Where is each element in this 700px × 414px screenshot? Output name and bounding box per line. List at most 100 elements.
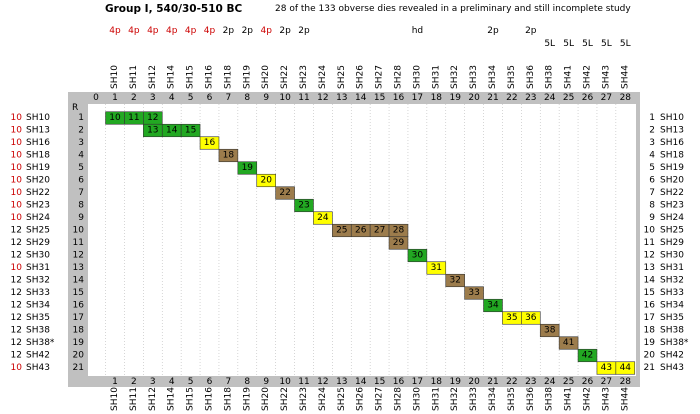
column-note: 4p xyxy=(185,26,197,36)
row-number: 19 xyxy=(73,338,85,348)
column-number: 1 xyxy=(112,93,118,103)
row-number: 6 xyxy=(649,176,655,186)
column-number: 16 xyxy=(393,93,405,103)
die-number: 29 xyxy=(393,238,405,248)
column-number: 27 xyxy=(601,377,612,387)
column-name: SH32 xyxy=(450,65,460,89)
row-count: 10 xyxy=(11,151,23,161)
die-number: 18 xyxy=(223,151,235,161)
die-cell xyxy=(426,261,447,275)
row-name: SH38 xyxy=(26,326,50,336)
row-count: 12 xyxy=(11,276,22,286)
column-name: SH22 xyxy=(280,65,290,89)
row-name: SH38* xyxy=(26,338,55,348)
row-name: SH20 xyxy=(26,176,50,186)
die-number: 24 xyxy=(317,213,329,223)
row-name: SH24 xyxy=(660,213,684,223)
column-number: 27 xyxy=(601,93,612,103)
die-cell xyxy=(218,148,239,163)
die-number: 32 xyxy=(449,276,460,286)
column-name: SH11 xyxy=(129,65,139,89)
die-number: 26 xyxy=(355,226,367,236)
column-name: SH33 xyxy=(469,387,479,411)
row-name: SH18 xyxy=(26,151,50,161)
column-note: 2p xyxy=(242,26,254,36)
row-name: SH34 xyxy=(660,301,684,311)
column-number: 6 xyxy=(207,377,213,387)
column-name: SH35 xyxy=(507,65,517,89)
row-name: SH20 xyxy=(660,176,684,186)
row-name: SH42 xyxy=(660,351,684,361)
column-number: 8 xyxy=(244,377,250,387)
die-number: 38 xyxy=(544,326,556,336)
row-count: 10 xyxy=(11,176,23,186)
column-name: SH11 xyxy=(129,387,139,411)
column-number: 21 xyxy=(487,93,498,103)
column-number: 12 xyxy=(317,93,328,103)
column-name: SH28 xyxy=(394,65,404,89)
row-name: SH19 xyxy=(26,163,50,173)
die-cell xyxy=(294,198,314,213)
row-number: 1 xyxy=(78,113,84,123)
die-number: 34 xyxy=(487,301,499,311)
column-name: SH27 xyxy=(375,65,385,89)
row-number: 11 xyxy=(644,238,655,248)
column-number: 14 xyxy=(355,377,367,387)
column-number: 22 xyxy=(506,377,517,387)
row-name: SH10 xyxy=(660,113,684,123)
die-cell xyxy=(558,336,579,350)
column-note: 2p xyxy=(279,26,291,36)
row-number: 10 xyxy=(73,226,85,236)
column-number: 10 xyxy=(279,93,291,103)
column-number: 4 xyxy=(169,377,175,387)
die-number: 16 xyxy=(204,138,216,148)
column-number: 28 xyxy=(620,93,632,103)
column-name: SH36 xyxy=(526,65,536,89)
row-count: 10 xyxy=(11,263,23,273)
row-number: 14 xyxy=(644,276,656,286)
column-number: 5 xyxy=(188,93,194,103)
die-number: 19 xyxy=(242,163,254,173)
column-name: SH12 xyxy=(148,65,158,89)
column-name: SH12 xyxy=(148,387,158,411)
die-number: 35 xyxy=(506,313,517,323)
column-name: SH31 xyxy=(431,387,441,411)
column-number: 24 xyxy=(544,93,556,103)
die-number: 15 xyxy=(185,126,196,136)
row-number: 3 xyxy=(649,138,655,148)
column-note: 2p xyxy=(525,26,537,36)
die-number: 25 xyxy=(336,226,347,236)
die-cell xyxy=(539,323,560,338)
column-number: 1 xyxy=(112,377,118,387)
row-number: 9 xyxy=(78,213,84,223)
row-count: 12 xyxy=(11,238,22,248)
column-name: SH43 xyxy=(601,65,611,89)
row-name: SH31 xyxy=(660,263,684,273)
column-name: SH18 xyxy=(223,387,233,411)
row-count: 10 xyxy=(11,126,23,136)
die-cell xyxy=(180,123,201,138)
row-name: SH13 xyxy=(26,126,50,136)
column-name: SH27 xyxy=(375,387,385,411)
row-name: SH22 xyxy=(26,188,50,198)
column-name: SH30 xyxy=(412,387,422,411)
row-count: 10 xyxy=(11,138,23,148)
die-number: 31 xyxy=(431,263,442,273)
row-name: SH19 xyxy=(660,163,684,173)
column-name: SH10 xyxy=(110,65,120,89)
row-number: 18 xyxy=(644,326,656,336)
column-name: SH20 xyxy=(261,387,271,411)
column-note: 4p xyxy=(204,26,216,36)
row-number: 9 xyxy=(649,213,655,223)
row-name: SH24 xyxy=(26,213,50,223)
row-name: SH16 xyxy=(660,138,684,148)
row-number: 2 xyxy=(649,126,655,136)
die-cell xyxy=(275,186,295,200)
column-number: 21 xyxy=(487,377,498,387)
column-name: SH16 xyxy=(205,65,215,89)
column-name: SH36 xyxy=(526,387,536,411)
row-name: SH42 xyxy=(26,351,50,361)
row-name: SH16 xyxy=(26,138,50,148)
column-note: 2p xyxy=(223,26,235,36)
